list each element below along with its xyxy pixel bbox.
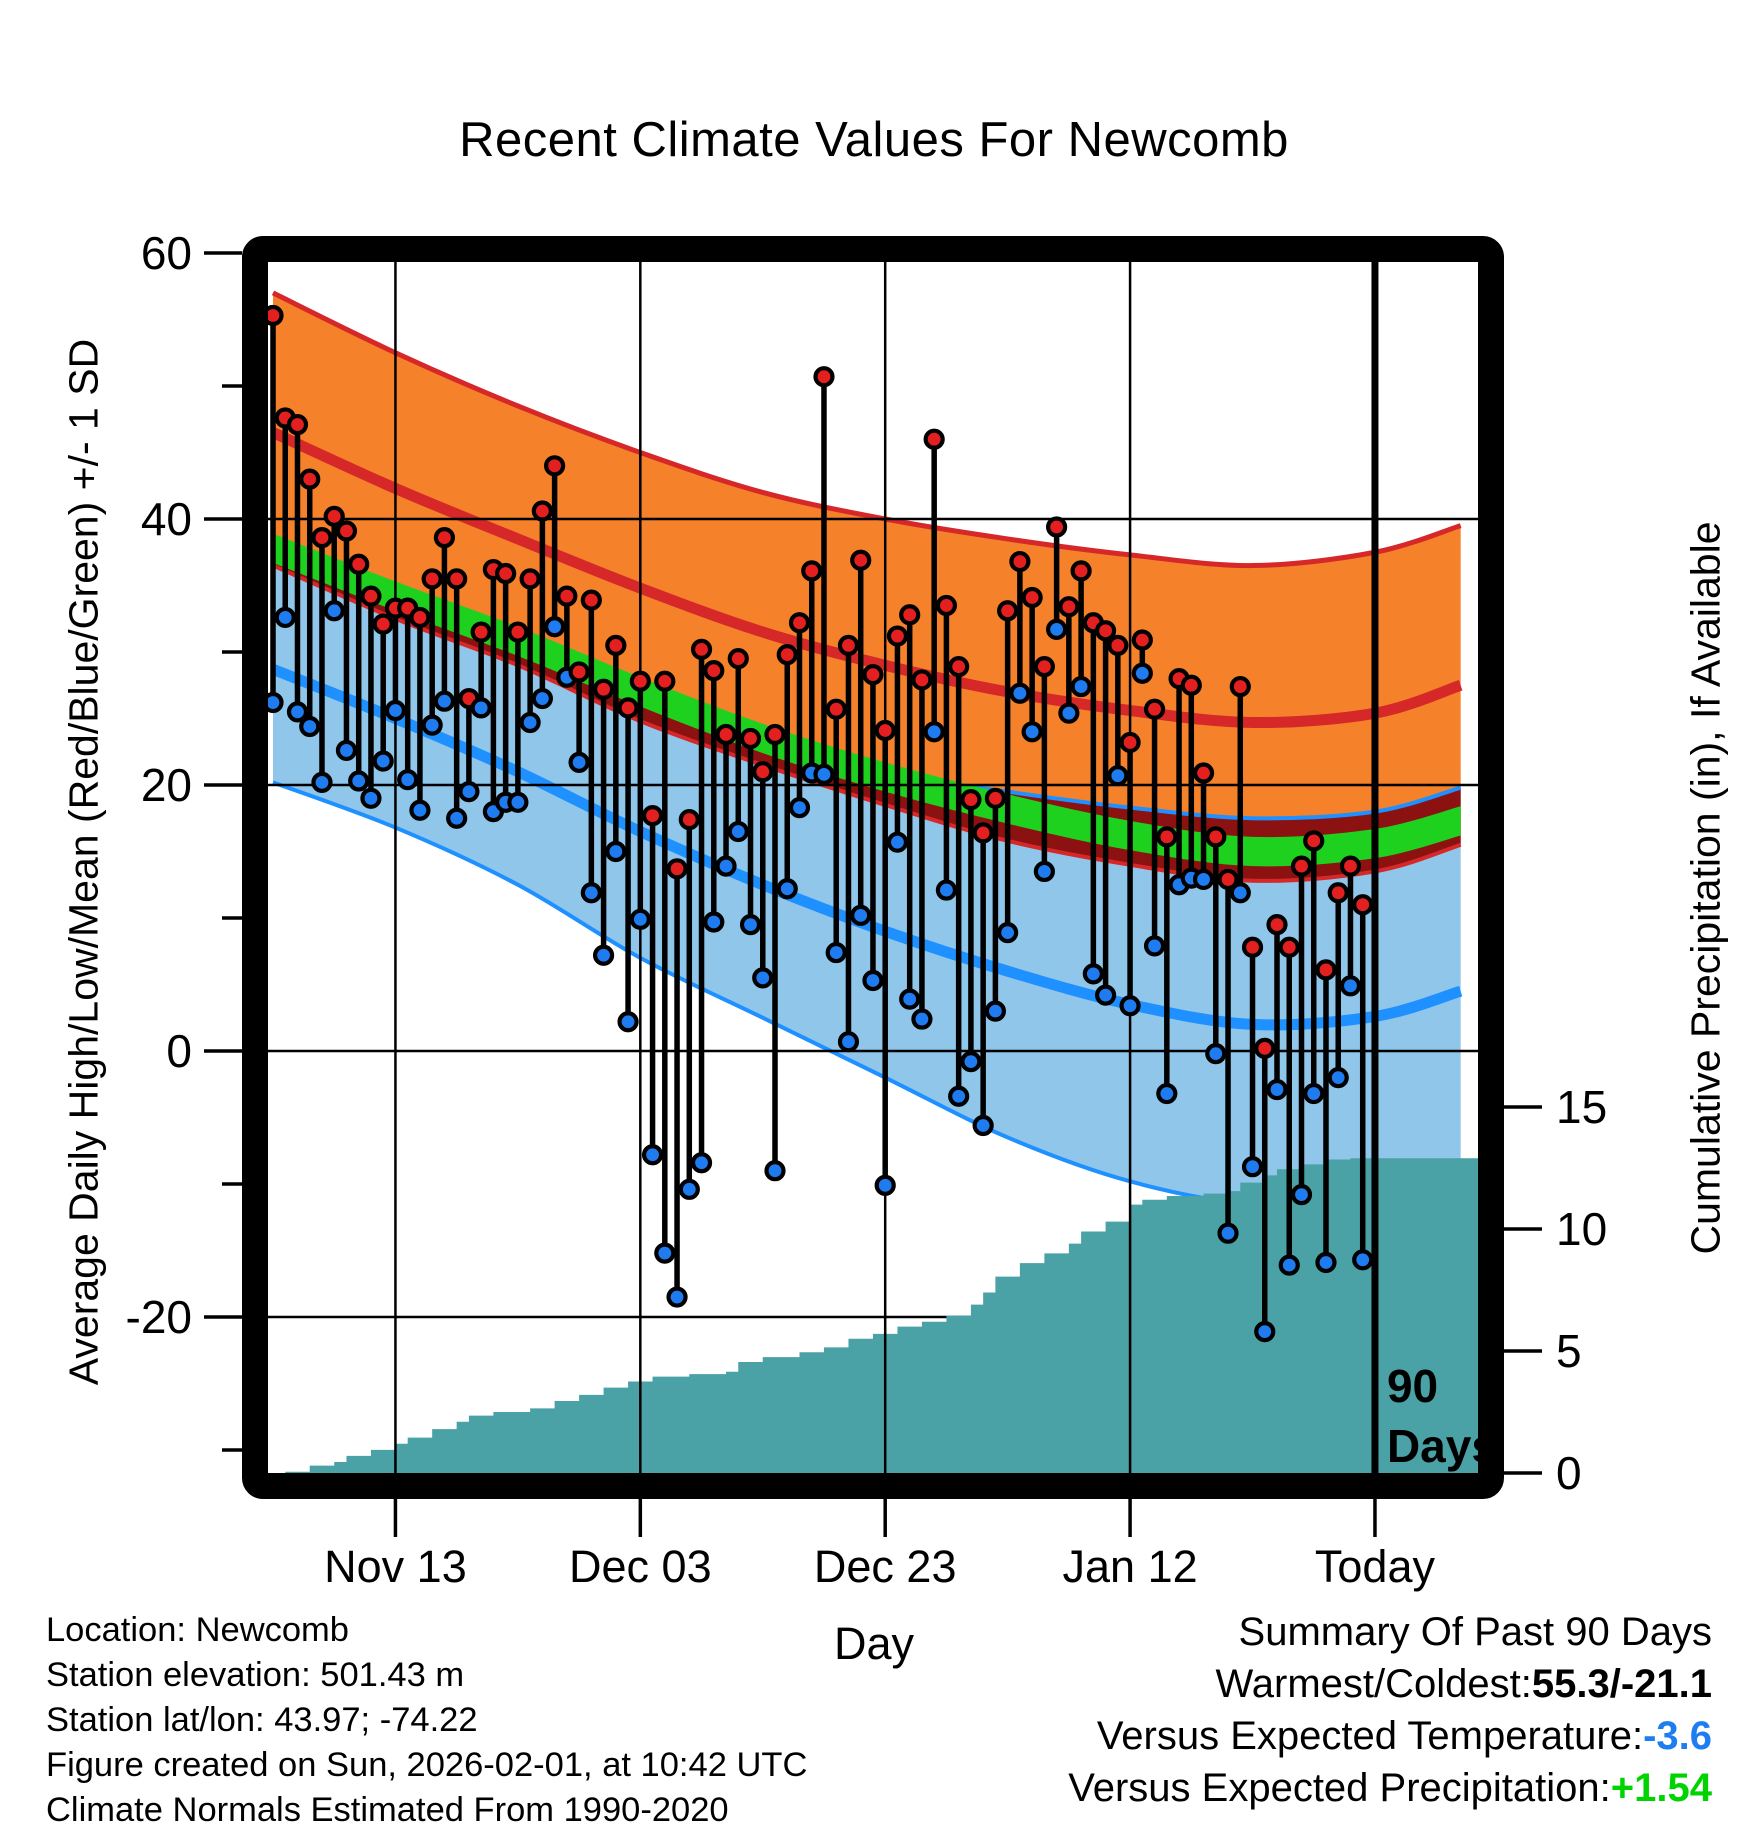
summary-vs-precipitation: Versus Expected Precipitation:+1.54 (1068, 1762, 1712, 1814)
svg-text:10: 10 (1556, 1203, 1607, 1255)
station-elevation: Station elevation: 501.43 m (46, 1656, 465, 1694)
climate-normals-note: Climate Normals Estimated From 1990-2020 (46, 1791, 729, 1829)
chart-title: Recent Climate Values For Newcomb (459, 113, 1289, 167)
station-latlon: Station lat/lon: 43.97; -74.22 (46, 1701, 478, 1739)
svg-text:90: 90 (1387, 1360, 1438, 1412)
vs-precipitation-value: +1.54 (1610, 1766, 1712, 1810)
vs-temperature-value: -3.6 (1643, 1714, 1712, 1758)
summary-vs-temperature: Versus Expected Temperature:-3.6 (1068, 1710, 1712, 1762)
svg-text:Days: Days (1387, 1420, 1497, 1472)
station-info-block: Location: Newcomb Station elevation: 501… (46, 1608, 807, 1833)
warmest-coldest-value: 55.3/-21.1 (1531, 1662, 1712, 1706)
svg-text:Nov 13: Nov 13 (324, 1541, 467, 1592)
vs-precipitation-label: Versus Expected Precipitation: (1068, 1766, 1611, 1810)
svg-text:0: 0 (1556, 1447, 1582, 1499)
warmest-coldest-label: Warmest/Coldest: (1215, 1662, 1532, 1706)
summary-block: Summary Of Past 90 Days Warmest/Coldest:… (1068, 1606, 1712, 1814)
vs-temperature-label: Versus Expected Temperature: (1096, 1714, 1644, 1758)
svg-text:Dec 03: Dec 03 (569, 1541, 712, 1592)
svg-text:Dec 23: Dec 23 (814, 1541, 957, 1592)
svg-text:60: 60 (141, 227, 192, 279)
svg-text:40: 40 (141, 493, 192, 545)
figure-created-timestamp: Figure created on Sun, 2026-02-01, at 10… (46, 1746, 808, 1784)
station-location: Location: Newcomb (46, 1611, 349, 1649)
svg-text:5: 5 (1556, 1325, 1582, 1377)
svg-text:Today: Today (1315, 1541, 1436, 1592)
summary-warmest-coldest: Warmest/Coldest:55.3/-21.1 (1068, 1658, 1712, 1710)
svg-text:20: 20 (141, 759, 192, 811)
svg-text:15: 15 (1556, 1081, 1607, 1133)
svg-text:Jan 12: Jan 12 (1063, 1541, 1198, 1592)
svg-text:0: 0 (166, 1025, 192, 1077)
svg-text:-20: -20 (126, 1291, 192, 1343)
x-axis-title: Day (833, 1618, 915, 1669)
summary-header: Summary Of Past 90 Days (1238, 1610, 1712, 1654)
